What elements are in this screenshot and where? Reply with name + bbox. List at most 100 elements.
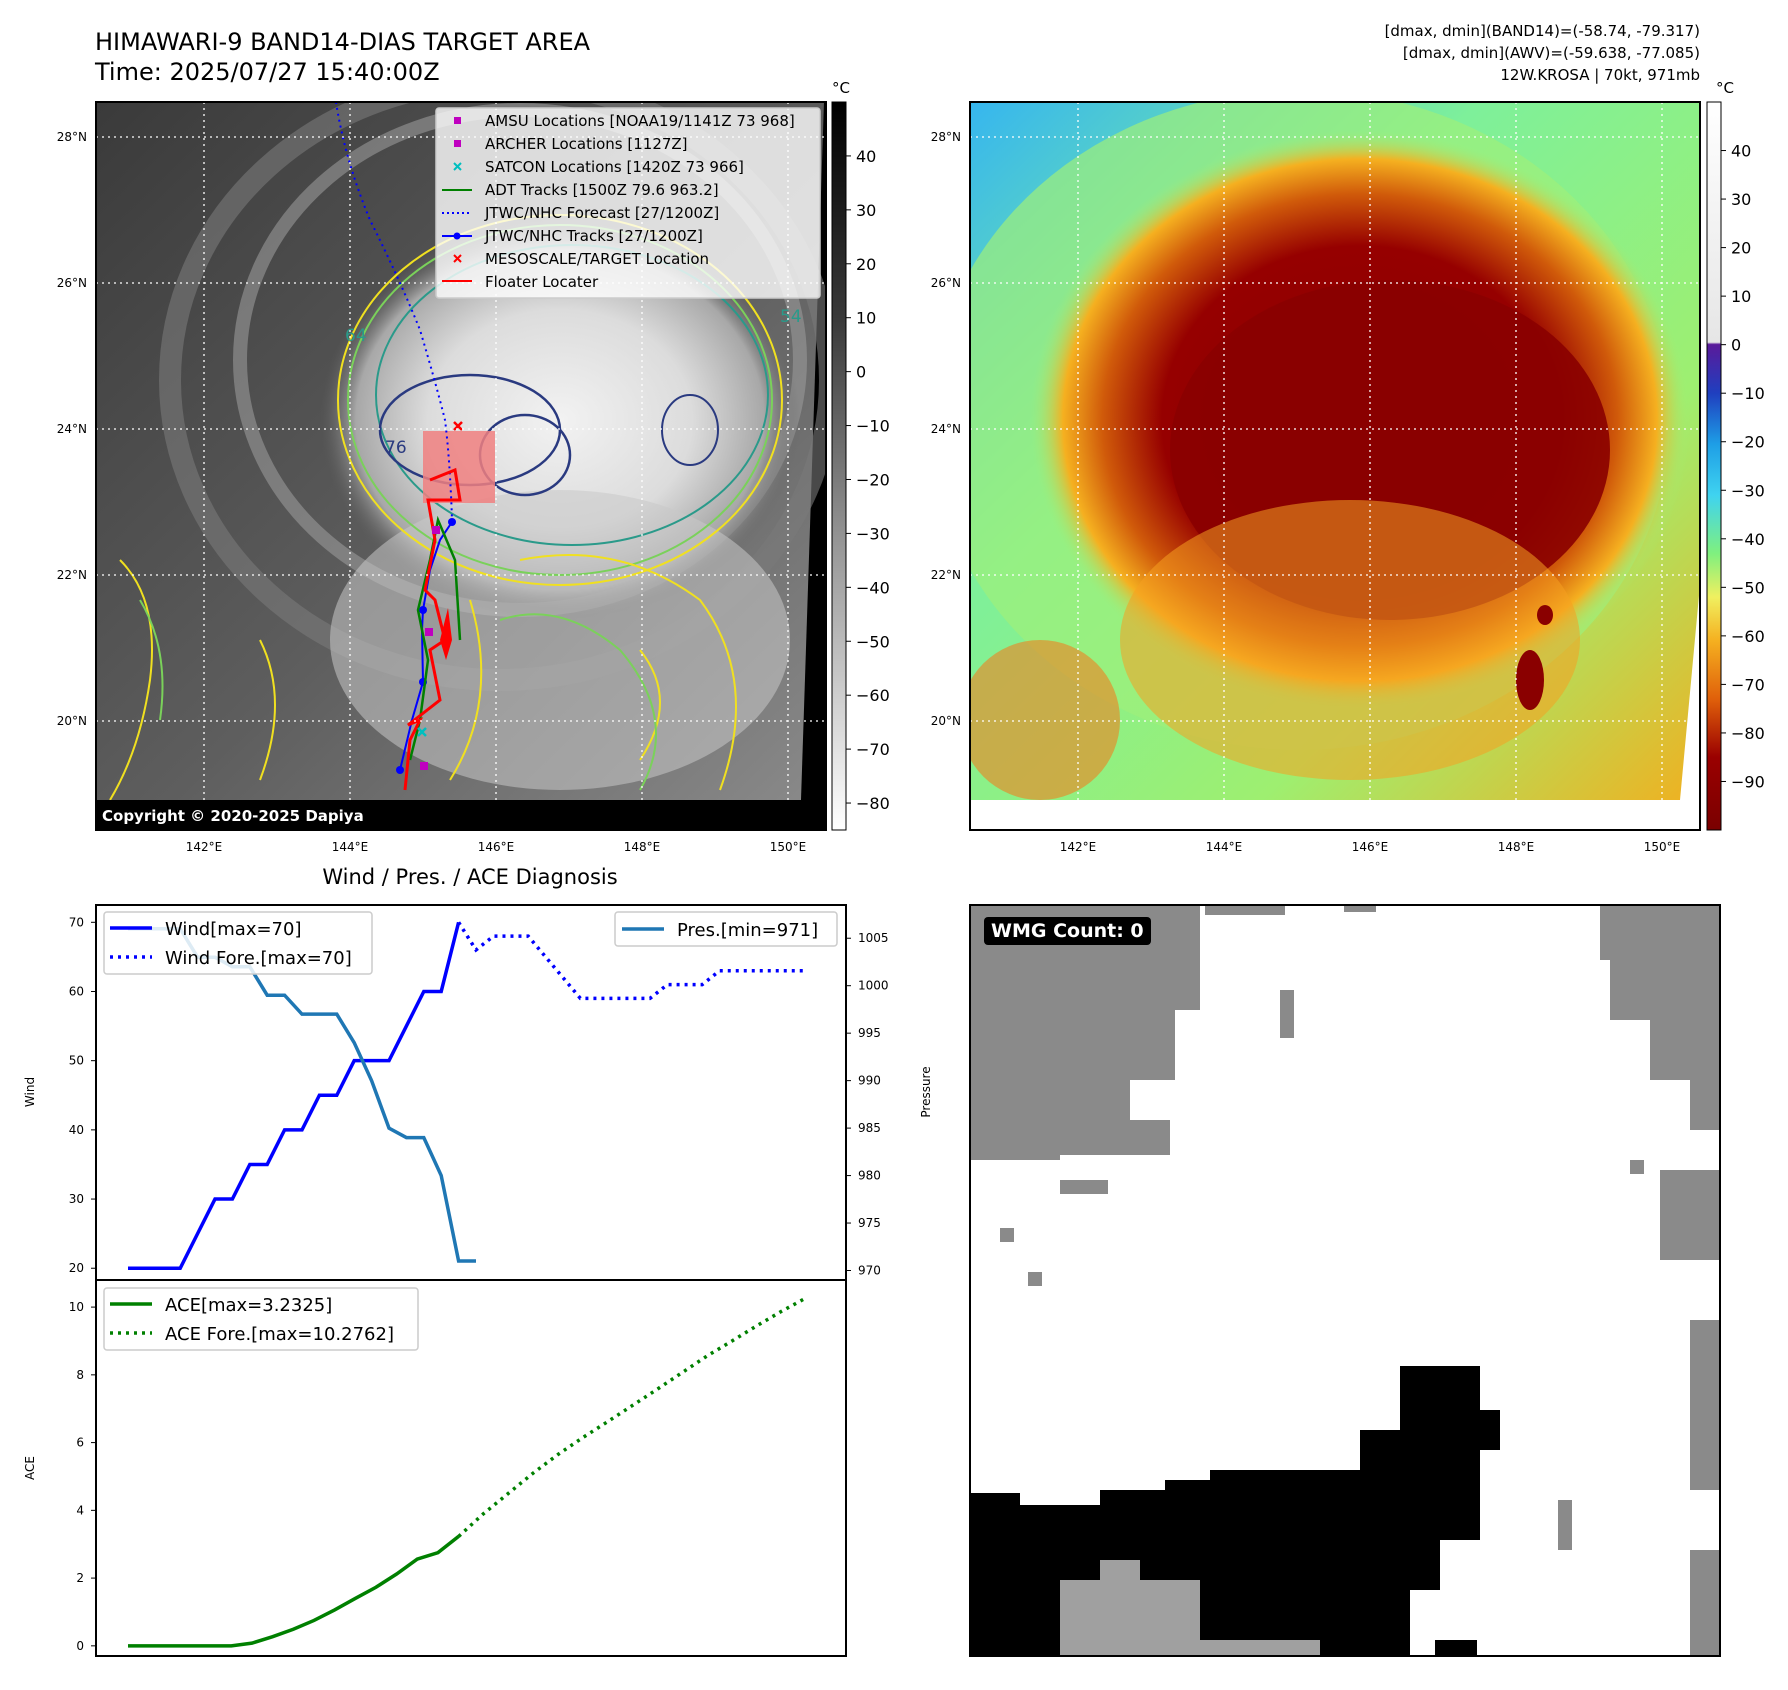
pres-ytick-label: 980 [858,1169,881,1183]
ace-ytick-label: 10 [69,1300,84,1314]
copyright-label: Copyright © 2020-2025 Dapiya [96,805,370,827]
color-map-panel [969,101,1701,831]
floater-locater [403,467,462,791]
wind-ytick-label: 50 [69,1054,84,1068]
right-map-gridlines [970,102,1700,830]
colorbar-tick-label: 10 [1731,287,1751,306]
legend-label: Wind[max=70] [165,919,302,940]
lat-tick: 22°N [57,568,87,582]
storm-info-label: 12W.KROSA | 70kt, 971mb [1500,66,1700,84]
dmax-band14-label: [dmax, dmin](BAND14)=(-58.74, -79.317) [1384,22,1700,40]
ace-series-group [128,1296,808,1648]
ace-legend: ACE[max=3.2325] ACE Fore.[max=10.2762] [103,1287,419,1351]
colorbar-tick-label: −30 [1731,481,1765,500]
contour-yellow-south [109,554,737,801]
legend-label: JTWC/NHC Forecast [27/1200Z] [484,204,719,222]
ace-ytick-label: 4 [76,1503,84,1517]
lat-tick: 28°N [57,130,87,144]
left-colorbar: °C 40 30 20 10 0 −10 −20 −30 −40 −50 −60 −70 −80 [831,79,890,831]
colorbar-tick-label: 0 [856,363,866,382]
lat-tick: 24°N [57,422,87,436]
colorbar-tick-label: −20 [856,470,890,489]
colorbar-tick-label: −10 [1731,384,1765,403]
colorbar-tick-label: −70 [1731,675,1765,694]
colorbar-tick-label: −20 [1731,433,1765,452]
colorbar-tick-label: 40 [856,147,876,166]
archer-marker [420,762,428,770]
pres-ytick-label: 975 [858,1216,881,1230]
wind-ytick-label: 30 [69,1192,84,1206]
lat-tick: 26°N [57,276,87,290]
lon-tick: 142°E [1060,840,1097,854]
colorbar-unit: °C [1716,79,1734,97]
legend-label: JTWC/NHC Tracks [27/1200Z] [484,227,703,245]
colorbar-tick-label: −40 [1731,530,1765,549]
pres-ytick-label: 990 [858,1074,881,1088]
lon-tick: 144°E [332,840,369,854]
ace-ytick-label: 8 [76,1368,84,1382]
wind-legend: Wind[max=70] Wind Fore.[max=70] [103,911,373,975]
legend-label: SATCON Locations [1420Z 73 966] [485,158,744,176]
colorbar-tick-label: −80 [1731,724,1765,743]
lat-tick: 20°N [57,714,87,728]
lon-tick: 148°E [624,840,661,854]
legend-label: AMSU Locations [NOAA19/1141Z 73 968] [485,112,795,130]
legend-label: ACE[max=3.2325] [165,1295,332,1316]
colorbar-unit: °C [832,79,850,97]
left-map-ticks: 28°N 26°N 24°N 22°N 20°N 142°E 144°E 146… [57,130,807,854]
colorbar-tick-label: −80 [856,794,890,813]
ace-forecast-line [457,1296,808,1538]
amsu-marker [432,526,440,534]
lon-tick: 146°E [1352,840,1389,854]
lon-tick: 144°E [1206,840,1243,854]
legend-label: Floater Locater [485,273,599,291]
pressure-axis-label: Pressure [919,1066,933,1117]
ace-axis-label: ACE [23,1456,37,1480]
lon-tick: 150°E [770,840,807,854]
ace-line [128,1535,460,1648]
page-title: HIMAWARI-9 BAND14-DIAS TARGET AREA [95,28,591,56]
contour-label: 76 [385,438,407,458]
legend-label: ACE Fore.[max=10.2762] [165,1324,394,1345]
lon-tick: 146°E [478,840,515,854]
colorbar-tick-label: −50 [856,632,890,651]
colorbar-tick-label: −50 [1731,578,1765,597]
time-label: Time: 2025/07/27 15:40:00Z [95,58,440,86]
wind-ytick-label: 40 [69,1123,84,1137]
right-colorbar: °C 40 30 20 10 0 −10 −20 −30 −40 −50 −60 −70 −80 −90 [1706,79,1765,831]
wind-line [128,921,461,1270]
ace-ytick-label: 0 [76,1639,84,1653]
pressure-legend: Pres.[min=971] [614,911,838,947]
ace-ytick-label: 6 [76,1436,84,1450]
colorbar-tick-label: −30 [856,524,890,543]
satcon-marker [417,727,427,737]
right-map-ticks: 28°N 26°N 24°N 22°N 20°N 142°E 144°E 146… [931,130,1681,854]
lat-tick: 28°N [931,130,961,144]
colorbar-tick-label: 10 [856,309,876,328]
lon-tick: 142°E [186,840,223,854]
lat-tick: 20°N [931,714,961,728]
colorbar-tick-label: −10 [856,417,890,436]
mesoscale-target-marker [453,421,463,431]
pres-ytick-label: 1000 [858,979,889,993]
dmax-awv-label: [dmax, dmin](AWV)=(-59.638, -77.085) [1402,44,1700,62]
colorbar-tick-label: 20 [856,255,876,274]
contour-label: 64 [345,326,367,346]
wmg-lightgray-region [1060,1560,1320,1656]
wmg-mask-panel [969,904,1721,1657]
colorbar-tick-label: −90 [1731,772,1765,791]
lon-tick: 148°E [1498,840,1535,854]
colorbar-tick-label: 30 [1731,190,1751,209]
legend-amsu-icon [454,117,461,124]
wind-ytick-label: 20 [69,1261,84,1275]
legend-target-icon [453,254,462,263]
pres-ytick-label: 995 [858,1026,881,1040]
colorbar-tick-label: 30 [856,201,876,220]
legend-label: MESOSCALE/TARGET Location [485,250,709,268]
contour-label: 54 [780,307,802,327]
lat-tick: 22°N [931,568,961,582]
colorbar-tick-label: −40 [856,578,890,597]
colorbar-tick-label: 0 [1731,336,1741,355]
right-map-frame [969,101,1701,831]
